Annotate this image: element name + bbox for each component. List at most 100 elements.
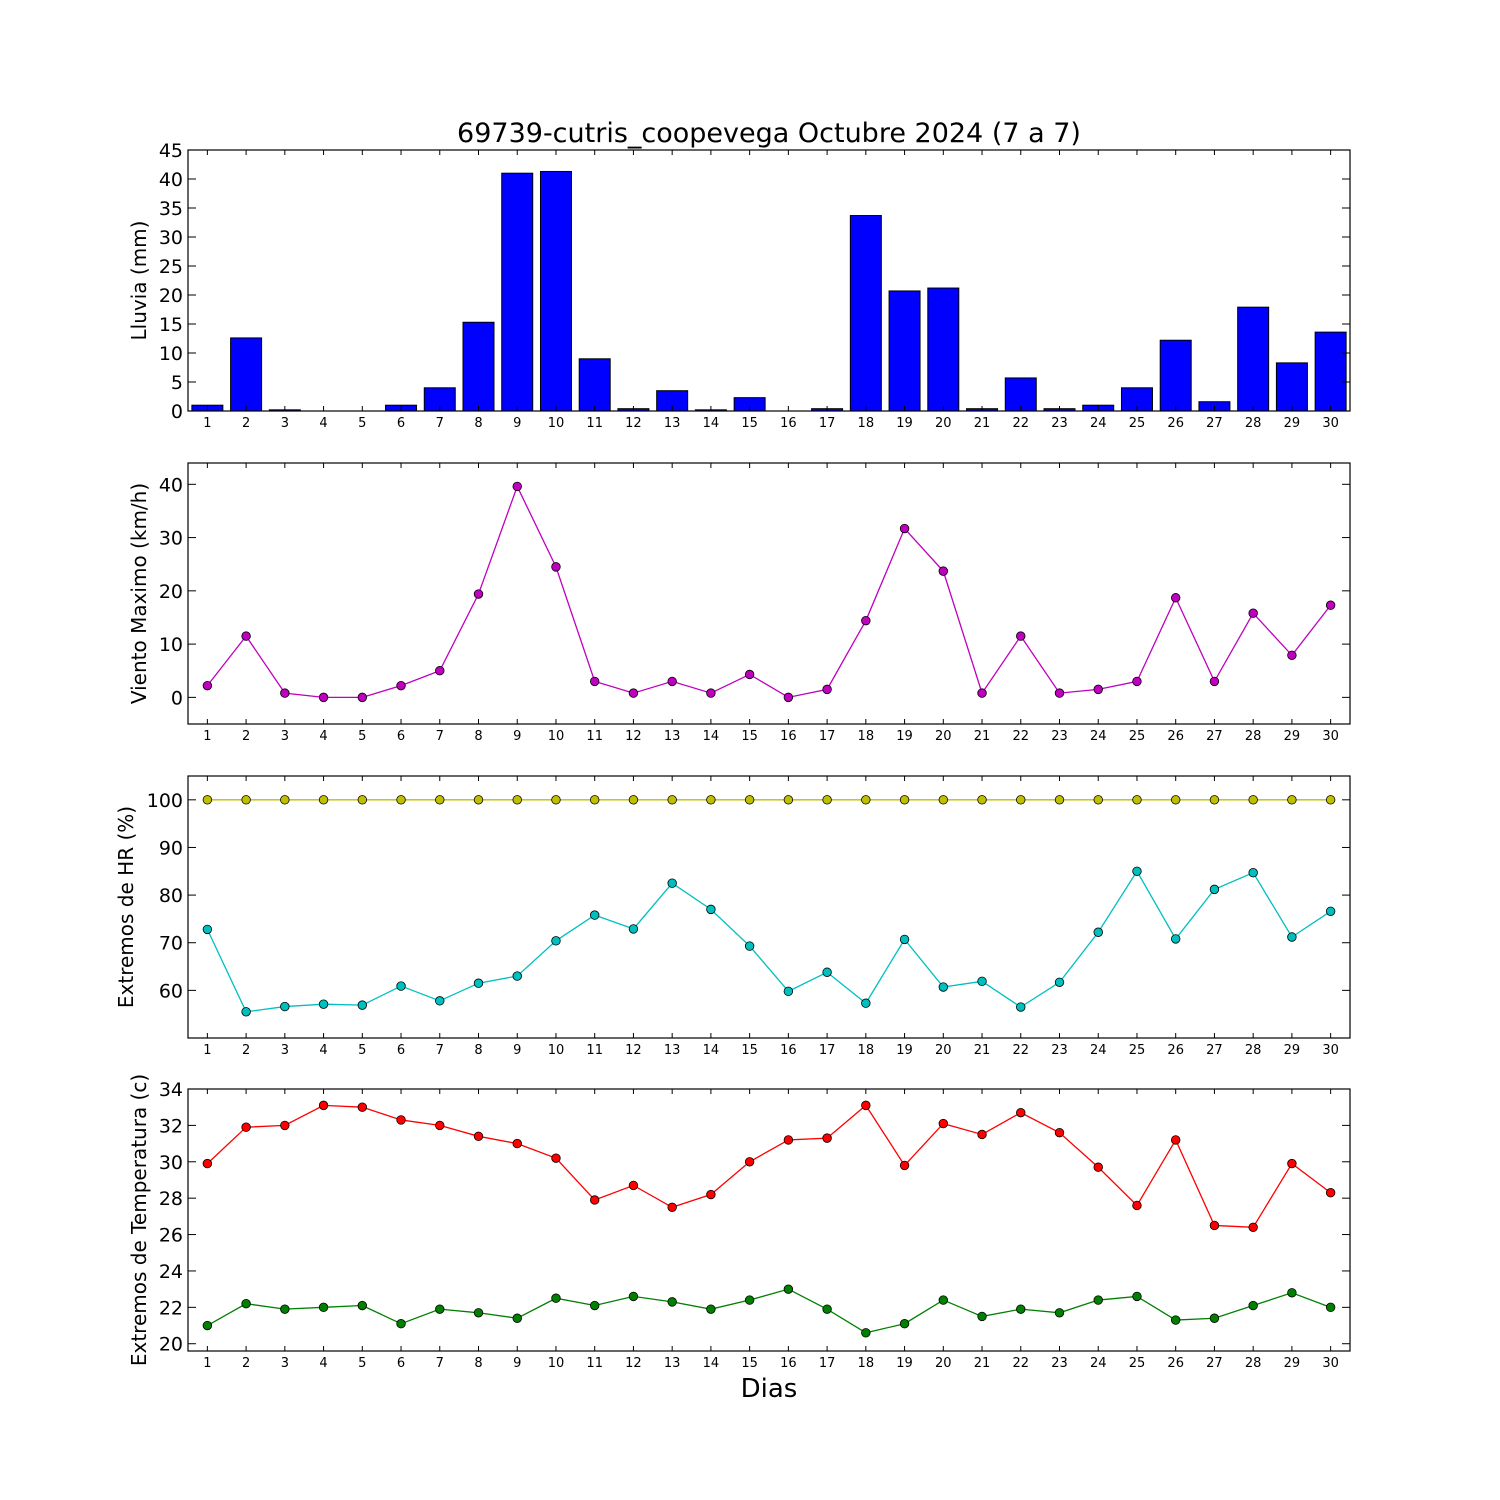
point-series-1-day-18 — [861, 1100, 871, 1111]
y-tick-label: 30 — [159, 528, 183, 550]
x-tick-label: 9 — [513, 416, 521, 431]
point-series-1-day-21 — [977, 688, 987, 698]
point-series-2-day-14 — [706, 904, 716, 915]
point-series-1-day-30 — [1325, 600, 1336, 610]
x-tick-label: 5 — [358, 729, 366, 744]
point-series-1-day-22 — [1016, 795, 1026, 805]
x-tick-label: 16 — [780, 1043, 797, 1058]
x-tick-label: 22 — [1012, 729, 1029, 744]
bar-day-18 — [849, 215, 882, 412]
point-series-1-day-9 — [512, 481, 522, 492]
y-tick-label: 34 — [159, 1079, 183, 1101]
point-series-1-day-26 — [1170, 1135, 1181, 1145]
point-series-1-day-9 — [512, 1138, 522, 1149]
point-series-1-day-23 — [1054, 688, 1065, 698]
x-tick-label: 16 — [780, 729, 797, 744]
y-tick-label: 10 — [159, 634, 183, 656]
bar-day-29 — [1275, 362, 1308, 412]
x-tick-label: 9 — [513, 1356, 521, 1371]
point-series-2-day-4 — [318, 999, 329, 1009]
x-tick-label: 3 — [281, 729, 289, 744]
x-tick-label: 21 — [974, 416, 991, 431]
x-tick-label: 24 — [1090, 729, 1107, 744]
chart-title: 69739-cutris_coopevega Octubre 2024 (7 a… — [457, 118, 1081, 149]
point-series-1-day-5 — [357, 692, 368, 703]
y-tick-label: 20 — [159, 1334, 183, 1356]
y-tick-label: 40 — [159, 474, 183, 496]
point-series-2-day-1 — [202, 924, 213, 935]
point-series-1-day-17 — [822, 684, 832, 695]
y-axis-label: Extremos de Temperatura (c) — [127, 1074, 151, 1366]
point-series-2-day-6 — [396, 1319, 406, 1329]
point-series-1-day-4 — [318, 692, 329, 703]
point-series-2-day-13 — [667, 1297, 677, 1307]
point-series-2-day-4 — [318, 1302, 329, 1313]
point-series-2-day-16 — [783, 986, 794, 997]
point-series-1-day-10 — [551, 1153, 561, 1163]
point-series-2-day-5 — [357, 1000, 368, 1010]
x-tick-label: 11 — [586, 1043, 603, 1058]
x-tick-label: 17 — [819, 729, 836, 744]
x-tick-label: 4 — [319, 1043, 327, 1058]
x-tick-label: 6 — [397, 1356, 405, 1371]
point-series-1-day-17 — [822, 1133, 832, 1143]
point-series-2-day-30 — [1325, 906, 1336, 916]
x-tick-label: 23 — [1051, 1043, 1068, 1058]
x-tick-label: 17 — [819, 1356, 836, 1371]
panel-2: 1 2 3 4 5 6 7 8 9 10 11 12 13 14 15 16 17 18 19 20 21 22 23 24 2… — [127, 462, 1351, 744]
panel-4: 1 2 3 4 5 6 7 8 9 10 11 12 13 14 15 16 17 18 19 20 21 22 23 24 2… — [127, 1074, 1351, 1371]
point-series-1-day-3 — [280, 795, 290, 805]
point-series-1-day-15 — [744, 1157, 755, 1167]
x-tick-label: 6 — [397, 729, 405, 744]
point-series-2-day-30 — [1325, 1302, 1336, 1313]
panel-1: 1 2 3 4 5 6 7 8 9 10 11 12 13 14 15 16 17 18 19 20 21 22 23 24 2… — [127, 140, 1351, 431]
point-series-1-day-8 — [473, 795, 484, 805]
point-series-1-day-26 — [1170, 795, 1181, 805]
point-series-2-day-25 — [1132, 866, 1142, 876]
x-tick-label: 30 — [1322, 416, 1339, 431]
point-series-1-day-17 — [822, 795, 832, 805]
x-tick-label: 9 — [513, 729, 521, 744]
x-tick-label: 8 — [474, 1043, 482, 1058]
x-tick-label: 15 — [741, 1043, 758, 1058]
x-tick-label: 7 — [436, 729, 444, 744]
point-series-2-day-14 — [706, 1304, 716, 1314]
point-series-1-day-29 — [1287, 1158, 1297, 1169]
y-tick-label: 28 — [159, 1188, 183, 1210]
point-series-1-day-22 — [1016, 1107, 1026, 1118]
x-tick-label: 5 — [358, 1043, 366, 1058]
x-tick-label: 23 — [1051, 1356, 1068, 1371]
point-series-1-day-23 — [1054, 795, 1065, 805]
x-tick-label: 3 — [281, 1043, 289, 1058]
x-tick-label: 14 — [703, 1356, 720, 1371]
y-tick-label: 70 — [159, 933, 183, 955]
y-tick-label: 80 — [159, 885, 183, 907]
y-tick-label: 40 — [159, 169, 183, 191]
point-series-1-day-25 — [1132, 795, 1142, 805]
point-series-1-day-21 — [977, 1129, 987, 1140]
x-tick-label: 2 — [242, 416, 250, 431]
point-series-2-day-19 — [899, 1319, 910, 1329]
x-tick-label: 18 — [858, 729, 875, 744]
point-series-1-day-14 — [706, 795, 716, 805]
x-tick-label: 3 — [281, 416, 289, 431]
x-tick-label: 30 — [1322, 729, 1339, 744]
point-series-1-day-19 — [899, 1160, 910, 1171]
point-series-1-day-14 — [706, 1189, 716, 1200]
point-series-2-day-20 — [938, 982, 949, 992]
point-series-2-day-13 — [667, 878, 677, 888]
point-series-1-day-28 — [1248, 1222, 1258, 1232]
x-tick-label: 1 — [203, 729, 211, 744]
point-series-2-day-25 — [1132, 1291, 1142, 1302]
x-tick-label: 1 — [203, 1043, 211, 1058]
point-series-1-day-1 — [202, 1158, 213, 1169]
x-tick-label: 16 — [780, 1356, 797, 1371]
point-series-1-day-27 — [1209, 1220, 1220, 1231]
x-tick-label: 28 — [1245, 729, 1262, 744]
x-tick-label: 14 — [703, 729, 720, 744]
axes-frame — [187, 775, 1351, 1039]
x-tick-label: 29 — [1284, 416, 1301, 431]
x-tick-label: 22 — [1012, 1043, 1029, 1058]
x-tick-label: 20 — [935, 416, 952, 431]
point-series-1-day-15 — [744, 795, 755, 805]
